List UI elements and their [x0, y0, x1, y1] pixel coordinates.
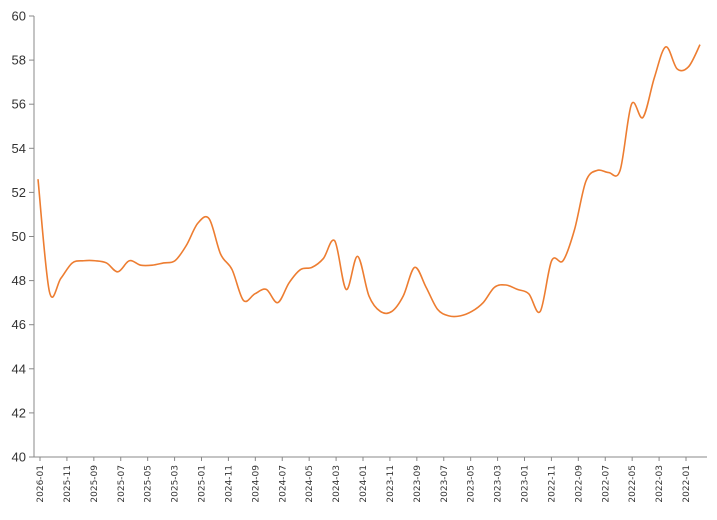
x-tick-label: 2024-07: [278, 465, 288, 503]
y-tick-label: 56: [12, 97, 26, 112]
series: [37, 44, 701, 318]
x-tick-label: 2024-05: [305, 465, 315, 503]
y-tick-label: 44: [12, 361, 26, 376]
x-tick-label: 2023-07: [440, 465, 450, 503]
y-axis: 40 42 44 46 48 50 52 54 56 58 60: [12, 9, 35, 465]
x-tick-label: 2025-05: [144, 465, 154, 503]
x-tick-label: 2023-05: [467, 465, 477, 503]
y-tick-label: 48: [12, 273, 26, 288]
x-tick-label: 2022-03: [655, 465, 665, 503]
x-tick-label: 2023-11: [386, 465, 396, 503]
x-tick-label: 2022-09: [574, 465, 584, 503]
y-tick-label: 50: [12, 229, 26, 244]
y-tick-label: 42: [12, 405, 26, 420]
x-axis: 2026-01 2025-11 2025-09 2025-07 2025-05 2025-…: [34, 456, 707, 503]
y-tick-label: 52: [12, 185, 26, 200]
series-line: [37, 44, 701, 318]
x-tick-label: 2023-03: [494, 465, 504, 503]
x-tick-label: 2026-01: [36, 465, 46, 503]
x-tick-label: 2024-11: [224, 465, 234, 503]
y-tick-label: 40: [12, 450, 26, 465]
x-tick-label: 2025-07: [117, 465, 127, 503]
x-tick-label: 2022-05: [628, 465, 638, 503]
x-tick-label: 2025-03: [171, 465, 181, 503]
x-tick-label: 2022-01: [682, 465, 692, 503]
x-tick-label: 2024-01: [359, 465, 369, 503]
x-tick-label: 2023-09: [413, 465, 423, 503]
x-tick-label: 2022-11: [547, 465, 557, 503]
x-tick-label: 2024-09: [251, 465, 261, 503]
x-tick-label: 2025-09: [90, 465, 100, 503]
x-tick-label: 2024-03: [332, 465, 342, 503]
y-tick-label: 58: [12, 53, 26, 68]
y-tick-label: 46: [12, 317, 26, 332]
y-tick-label: 60: [12, 9, 26, 24]
x-tick-label: 2022-07: [601, 465, 611, 503]
y-tick-label: 54: [12, 141, 26, 156]
x-tick-label: 2025-01: [198, 465, 208, 503]
x-tick-label: 2025-11: [63, 465, 73, 503]
x-tick-label: 2023-01: [521, 465, 531, 503]
